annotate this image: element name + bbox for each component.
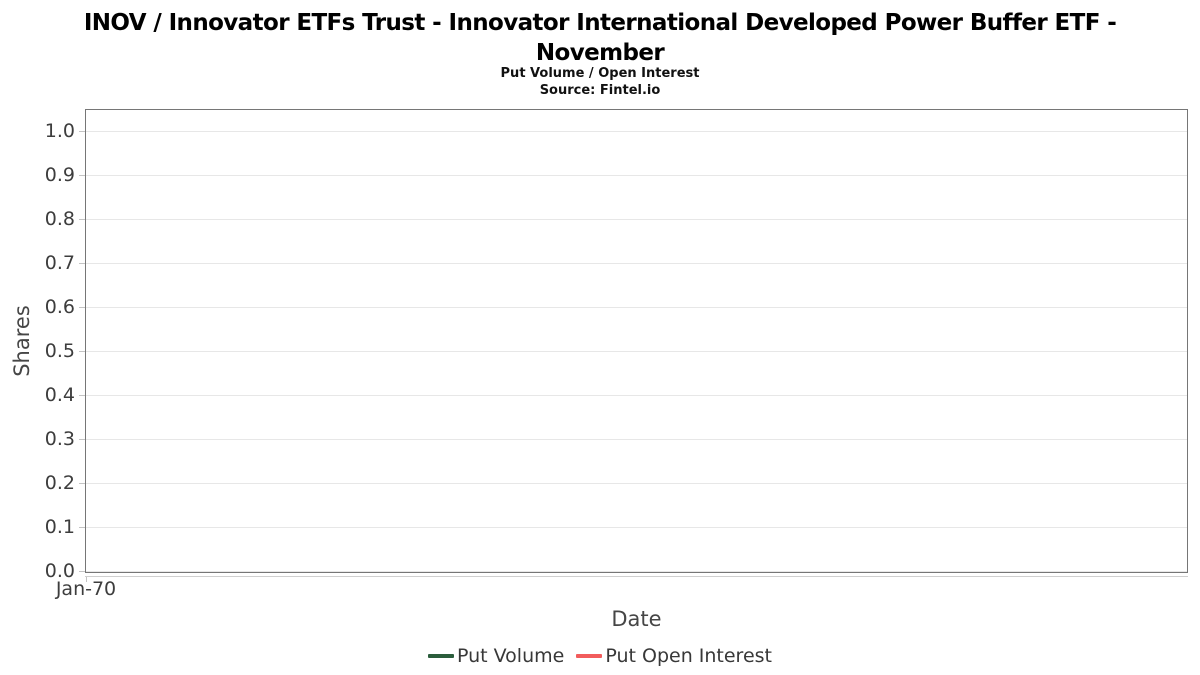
y-axis: 0.0 0.1 0.2 0.3 0.4 0.5 0.6 0.7 0.8 0.9 1.0 <box>0 109 85 582</box>
y-tick-mark <box>79 571 85 573</box>
h-gridline <box>86 350 1187 352</box>
legend-item-put-open-interest: Put Open Interest <box>576 645 772 667</box>
h-gridline <box>86 438 1187 440</box>
y-tick-label: 0.7 <box>44 252 75 275</box>
x-axis-line <box>85 576 1188 578</box>
x-axis-label: Date <box>611 607 662 631</box>
y-tick-label: 0.2 <box>44 472 75 495</box>
legend-dash-icon <box>576 654 603 658</box>
y-tick-label: 0.6 <box>44 296 75 319</box>
y-tick-label: 0.9 <box>44 164 75 187</box>
legend: Put Volume Put Open Interest <box>0 645 1200 667</box>
chart-title-line1: INOV / Innovator ETFs Trust - Innovator … <box>83 10 1117 36</box>
h-gridline <box>86 262 1187 264</box>
chart-source: Source: Fintel.io <box>539 83 661 98</box>
h-gridline <box>86 218 1187 220</box>
legend-label: Put Open Interest <box>605 645 772 667</box>
legend-item-put-volume: Put Volume <box>428 645 564 667</box>
h-gridline <box>86 570 1187 572</box>
y-tick-mark <box>79 263 85 265</box>
y-tick-label: 1.0 <box>44 120 75 143</box>
chart-title: INOV / Innovator ETFs Trust - Innovator … <box>0 8 1200 68</box>
y-tick-mark <box>79 175 85 177</box>
y-tick-label: 0.5 <box>44 340 75 363</box>
h-gridline <box>86 482 1187 484</box>
h-gridline <box>86 130 1187 132</box>
y-tick-label: 0.0 <box>44 560 75 583</box>
y-tick-mark <box>79 219 85 221</box>
legend-label: Put Volume <box>457 645 565 667</box>
x-tick-mark <box>86 577 88 582</box>
y-tick-label: 0.4 <box>44 384 75 407</box>
chart-title-line2: November <box>535 40 665 66</box>
y-tick-label: 0.8 <box>44 208 75 231</box>
y-tick-mark <box>79 307 85 309</box>
h-gridline <box>86 394 1187 396</box>
y-tick-mark <box>79 395 85 397</box>
chart-subtitle: Put Volume / Open Interest <box>500 66 700 81</box>
y-tick-mark <box>79 131 85 133</box>
y-tick-mark <box>79 439 85 441</box>
legend-dash-icon <box>428 654 454 658</box>
y-tick-mark <box>79 351 85 353</box>
plot-panel <box>85 109 1188 573</box>
h-gridline <box>86 306 1187 308</box>
h-gridline <box>86 174 1187 176</box>
y-tick-mark <box>79 483 85 485</box>
y-tick-mark <box>79 527 85 529</box>
y-tick-label: 0.1 <box>44 516 75 539</box>
h-gridline <box>86 526 1187 528</box>
y-tick-label: 0.3 <box>44 428 75 451</box>
